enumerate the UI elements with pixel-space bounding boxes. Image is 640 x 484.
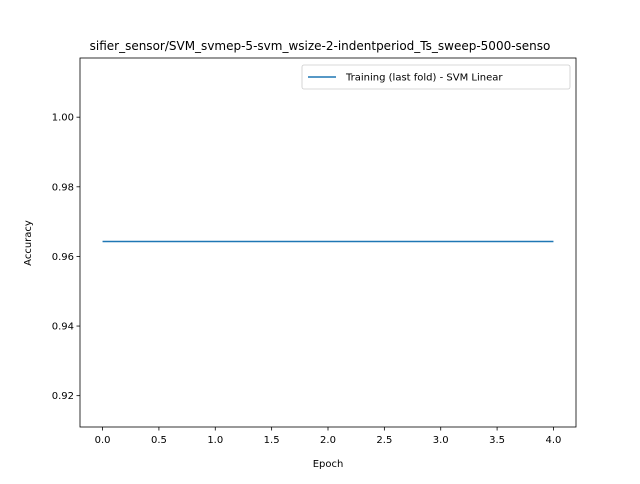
x-tick-label: 2.0 — [320, 435, 336, 446]
x-tick-label: 3.0 — [433, 435, 449, 446]
legend-label: Training (last fold) - SVM Linear — [345, 73, 503, 84]
x-axis-title: Epoch — [313, 459, 344, 470]
x-tick-label: 1.5 — [264, 435, 280, 446]
y-tick-label: 0.94 — [52, 322, 74, 333]
plot-frame — [80, 58, 576, 427]
y-tick-label: 0.96 — [52, 252, 74, 263]
y-tick-label: 1.00 — [52, 113, 74, 124]
x-tick-label: 3.5 — [489, 435, 505, 446]
plot-area — [80, 58, 576, 427]
x-tick-label: 0.5 — [151, 435, 167, 446]
legend: Training (last fold) - SVM Linear — [302, 65, 570, 89]
x-tick-label: 1.0 — [207, 435, 223, 446]
y-tick-label: 0.92 — [52, 391, 74, 402]
x-tick-label: 4.0 — [546, 435, 562, 446]
x-tick-label: 2.5 — [376, 435, 392, 446]
y-axis-title: Accuracy — [23, 220, 34, 266]
y-tick-label: 0.98 — [52, 182, 74, 193]
x-axis: 0.0 0.5 1.0 1.5 2.0 2.5 3.0 3.5 4.0 — [95, 427, 562, 446]
y-axis: 0.92 0.94 0.96 0.98 1.00 — [52, 113, 80, 402]
chart-title: sifier_sensor/SVM_svmep-5-svm_wsize-2-in… — [90, 39, 551, 53]
x-tick-label: 0.0 — [95, 435, 111, 446]
